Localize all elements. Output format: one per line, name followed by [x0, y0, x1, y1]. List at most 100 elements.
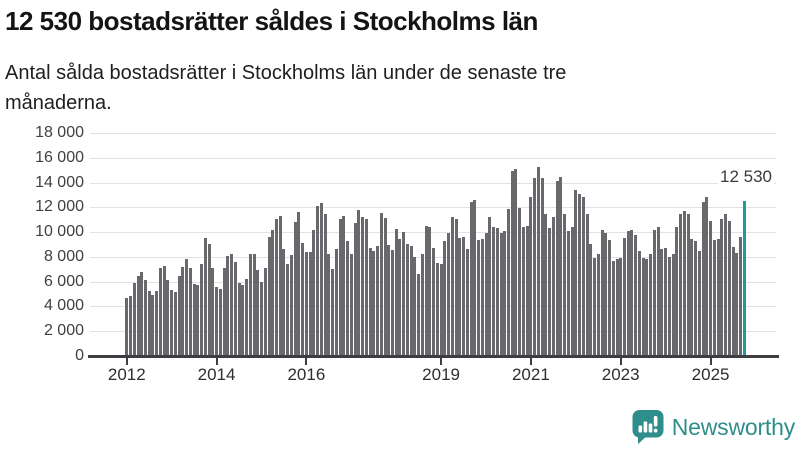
bar — [196, 285, 200, 356]
x-tick-label: 2016 — [287, 365, 326, 384]
bar — [521, 226, 525, 356]
bar — [376, 245, 379, 356]
bar — [192, 284, 196, 356]
bar — [544, 214, 548, 356]
bar — [237, 282, 241, 356]
bar — [566, 230, 570, 356]
bar — [637, 250, 641, 356]
y-tick-label: 18 000 — [35, 124, 84, 141]
bar — [151, 295, 155, 356]
bar — [679, 213, 683, 356]
bar — [484, 233, 488, 356]
bar — [540, 178, 544, 356]
bar — [364, 219, 368, 356]
bar — [450, 216, 454, 356]
bar — [563, 213, 567, 356]
bar — [368, 247, 372, 356]
bar — [705, 197, 709, 356]
bar — [353, 223, 357, 356]
bar — [495, 228, 499, 356]
bar — [181, 266, 185, 356]
bar — [611, 261, 615, 356]
y-tick-label: 0 — [75, 347, 84, 364]
bar — [188, 268, 192, 356]
bar — [398, 239, 402, 356]
bar — [720, 219, 724, 356]
chart-subtitle-line1: Antal sålda bostadsrätter i Stockholms l… — [5, 62, 567, 84]
bar — [327, 254, 331, 356]
bar — [308, 251, 312, 356]
bar — [649, 254, 653, 356]
bar — [144, 279, 147, 356]
bar — [667, 256, 671, 356]
bar — [510, 171, 514, 356]
y-tick-label: 2 000 — [43, 322, 84, 340]
bar — [574, 190, 578, 356]
bar — [405, 243, 409, 356]
bar — [619, 258, 623, 356]
newsworthy-logo[interactable]: Newsworthy — [631, 409, 795, 445]
bar — [604, 232, 608, 356]
bar — [379, 212, 383, 356]
bar — [207, 243, 211, 356]
bar — [675, 226, 679, 356]
bar — [173, 291, 177, 356]
bar — [286, 264, 290, 356]
bar — [222, 268, 226, 356]
bar — [241, 285, 245, 356]
bar — [682, 210, 686, 356]
bar — [428, 226, 432, 356]
x-tick-label: 2025 — [691, 365, 730, 384]
gridline — [90, 157, 776, 159]
bar — [267, 236, 271, 356]
bar — [394, 228, 398, 356]
bar — [622, 238, 626, 356]
bar — [499, 233, 503, 356]
y-tick-label: 16 000 — [35, 148, 84, 166]
bar — [297, 212, 301, 356]
bar — [282, 249, 286, 356]
bar — [506, 209, 510, 356]
bar — [447, 232, 451, 356]
bar — [289, 255, 293, 356]
bar — [503, 230, 507, 356]
bar — [596, 253, 600, 356]
bar — [458, 238, 462, 356]
bar — [731, 246, 735, 356]
bar — [319, 203, 323, 356]
bar — [316, 205, 320, 356]
bar — [346, 240, 350, 356]
y-tick-label: 12 000 — [35, 198, 84, 216]
bar — [260, 282, 263, 356]
bar — [342, 215, 346, 356]
x-tick-label: 2014 — [197, 365, 236, 384]
bar — [578, 194, 582, 356]
bar — [435, 262, 439, 356]
bar — [293, 221, 297, 356]
bar — [641, 258, 645, 356]
bar — [372, 250, 376, 356]
bar — [570, 226, 574, 356]
bar — [245, 279, 249, 356]
bar — [271, 230, 275, 356]
bar — [551, 216, 555, 356]
bar — [256, 270, 260, 356]
bar — [615, 259, 619, 356]
bar — [701, 202, 705, 356]
gridline — [90, 133, 776, 134]
y-tick-label: 6 000 — [43, 272, 84, 290]
bar — [432, 247, 436, 356]
gridline — [90, 182, 776, 184]
bar — [301, 242, 305, 356]
bar — [413, 256, 417, 356]
bar — [716, 239, 720, 356]
chart-subtitle-line2: månaderna. — [5, 92, 112, 114]
highlighted-value-label: 12 530 — [718, 167, 774, 187]
bar — [230, 254, 234, 356]
bar — [420, 253, 424, 356]
bar — [155, 290, 159, 356]
bar — [185, 259, 189, 356]
bar — [709, 220, 713, 356]
bar — [162, 266, 166, 356]
bar — [361, 216, 365, 356]
